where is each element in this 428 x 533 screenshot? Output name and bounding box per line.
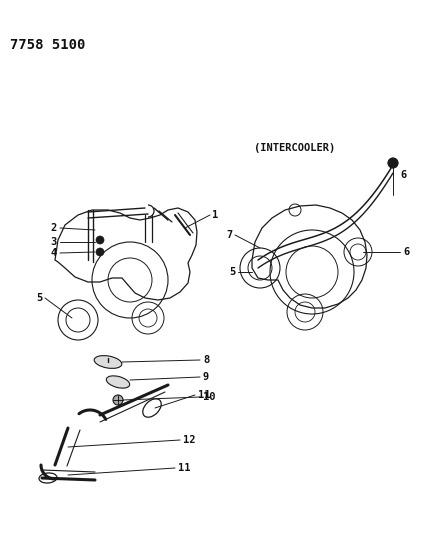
Text: 8: 8 — [203, 355, 209, 365]
Text: 10: 10 — [203, 392, 216, 402]
Text: 5: 5 — [230, 267, 236, 277]
Text: 7: 7 — [227, 230, 233, 240]
Text: 1: 1 — [212, 210, 218, 220]
Ellipse shape — [106, 376, 130, 388]
Circle shape — [96, 236, 104, 244]
Text: 6: 6 — [400, 170, 406, 180]
Text: 3: 3 — [51, 237, 57, 247]
Text: (INTERCOOLER): (INTERCOOLER) — [254, 143, 336, 153]
Circle shape — [113, 395, 123, 405]
Text: 2: 2 — [51, 223, 57, 233]
Text: 5: 5 — [37, 293, 43, 303]
Text: 11: 11 — [178, 463, 190, 473]
Text: 4: 4 — [51, 248, 57, 258]
Text: 11: 11 — [198, 390, 211, 400]
Text: 12: 12 — [183, 435, 196, 445]
Circle shape — [96, 248, 104, 256]
Ellipse shape — [94, 356, 122, 368]
Text: 6: 6 — [403, 247, 409, 257]
Text: 9: 9 — [203, 372, 209, 382]
Text: 7758 5100: 7758 5100 — [10, 38, 85, 52]
Circle shape — [388, 158, 398, 168]
